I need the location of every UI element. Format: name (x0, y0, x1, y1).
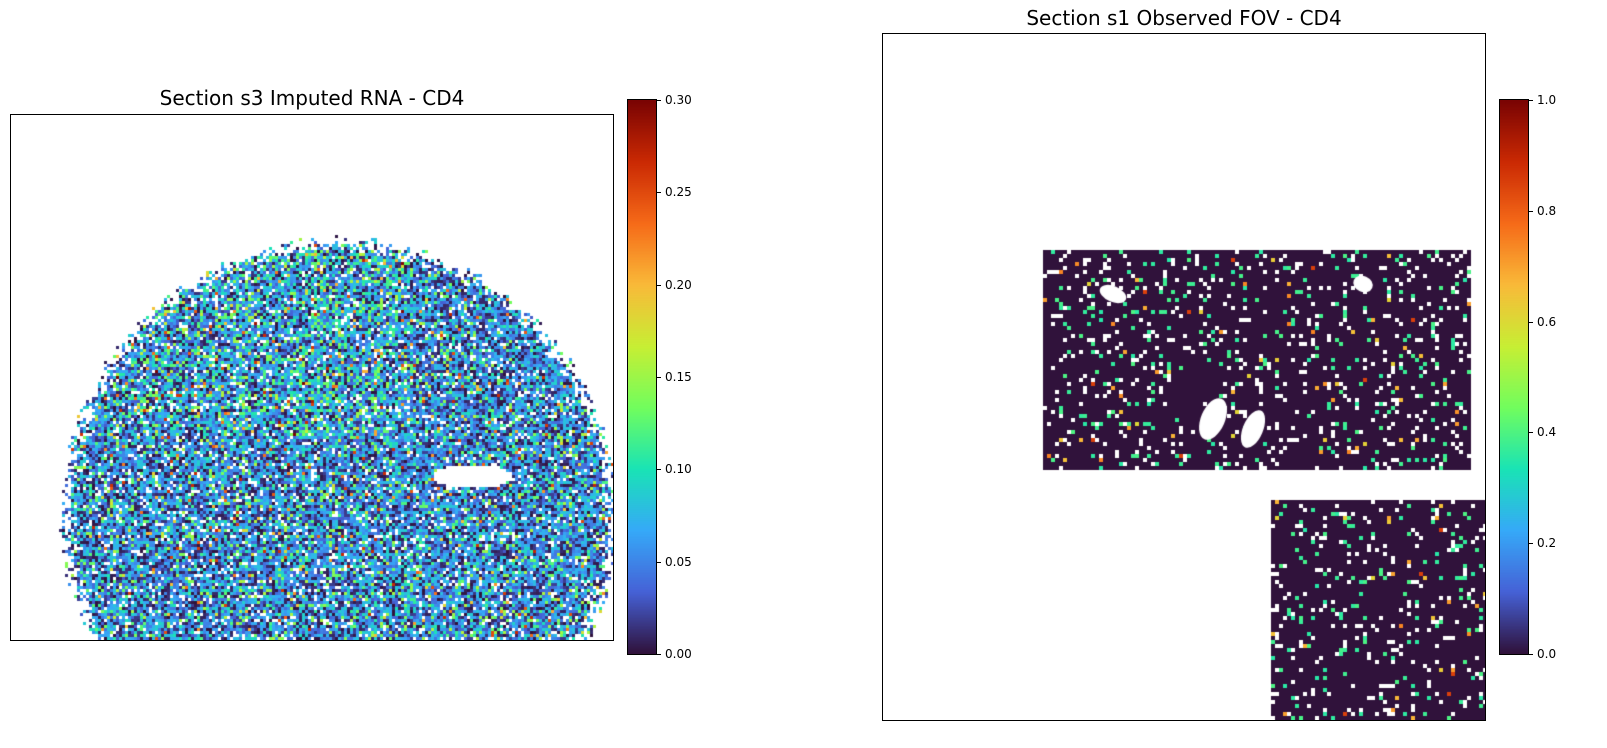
right-colorbar-tick-mark (1528, 100, 1533, 101)
left-colorbar-tick-label: 0.05 (665, 555, 692, 569)
right-colorbar-tick-label: 0.2 (1537, 536, 1557, 550)
right-colorbar-tick-mark (1528, 432, 1533, 433)
left-colorbar-tick-label: 0.30 (665, 93, 692, 107)
left-colorbar-tick-label: 0.15 (665, 370, 692, 384)
left-colorbar (627, 99, 657, 655)
left-colorbar-tick-label: 0.20 (665, 278, 692, 292)
right-colorbar (1499, 99, 1529, 655)
right-colorbar-gradient (1500, 100, 1528, 654)
left-colorbar-tick-mark (656, 285, 661, 286)
right-colorbar-tick-mark (1528, 543, 1533, 544)
left-colorbar-tick-label: 0.25 (665, 185, 692, 199)
right-colorbar-tick-label: 0.0 (1537, 647, 1557, 661)
left-colorbar-gradient (628, 100, 656, 654)
left-colorbar-tick-mark (656, 654, 661, 655)
left-colorbar-tick-mark (656, 192, 661, 193)
right-colorbar-tick-mark (1528, 211, 1533, 212)
left-chart-title: Section s3 Imputed RNA - CD4 (159, 86, 465, 110)
left-colorbar-tick-mark (656, 100, 661, 101)
right-colorbar-tick-label: 0.6 (1537, 315, 1557, 329)
left-colorbar-tick-label: 0.00 (665, 647, 692, 661)
left-colorbar-tick-mark (656, 562, 661, 563)
right-colorbar-tick-mark (1528, 654, 1533, 655)
right-colorbar-tick-label: 0.4 (1537, 425, 1557, 439)
left-colorbar-tick-label: 0.10 (665, 462, 692, 476)
right-colorbar-tick-label: 1.0 (1537, 93, 1557, 107)
left-heatmap-image (11, 115, 613, 640)
right-chart-title: Section s1 Observed FOV - CD4 (1026, 6, 1342, 30)
right-heatmap-image (883, 34, 1485, 720)
right-colorbar-tick-label: 0.8 (1537, 204, 1557, 218)
left-colorbar-tick-mark (656, 377, 661, 378)
left-colorbar-tick-mark (656, 469, 661, 470)
right-colorbar-tick-mark (1528, 322, 1533, 323)
